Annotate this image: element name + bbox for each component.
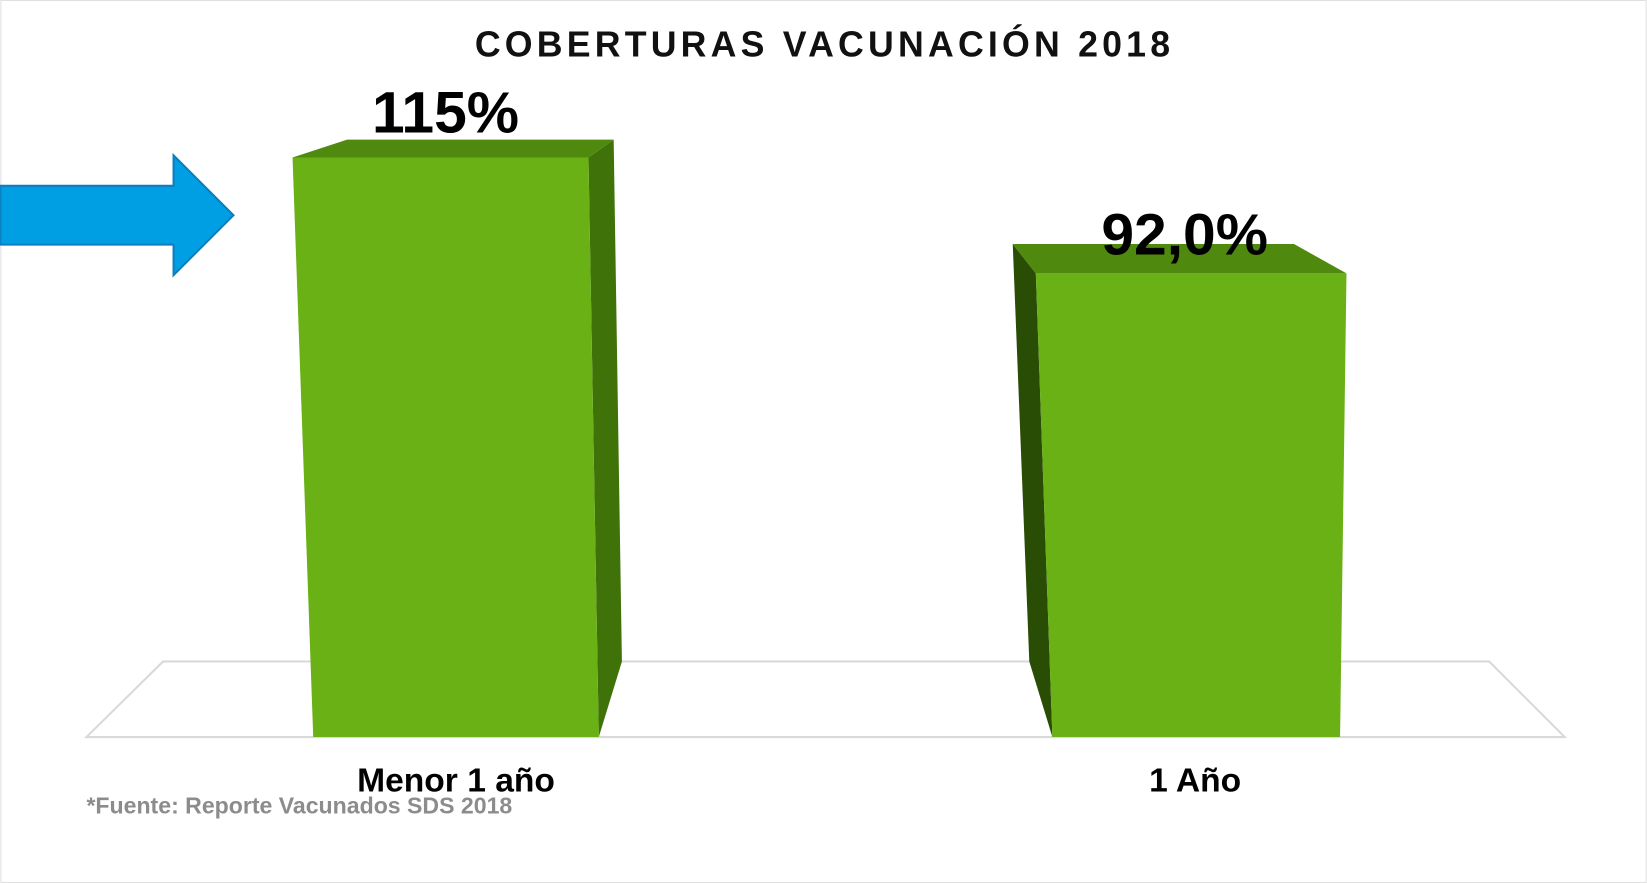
bar-side [588,139,622,738]
x-tick-label: Menor 1 año [357,763,555,800]
bar-top [292,139,614,158]
source-note: *Fuente: Reporte Vacunados SDS 2018 [86,793,512,819]
bar [292,157,599,738]
bar [1035,273,1347,738]
value-label: 92,0% [1101,203,1268,268]
x-tick-label: 1 Año [1149,763,1241,800]
bar-side [1012,244,1053,738]
arrow [0,152,235,278]
bar-top [1012,244,1347,274]
chart-title: COBERTURAS VACUNACIÓN 2018 [475,25,1174,65]
value-label: 115% [372,80,519,145]
